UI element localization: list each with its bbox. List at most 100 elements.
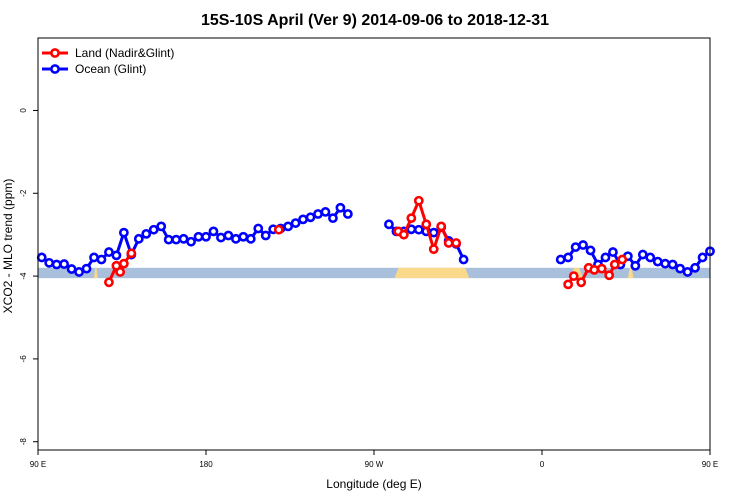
data-point [398, 229, 409, 240]
plot-frame [37, 37, 711, 451]
data-point [563, 279, 574, 290]
data-point [328, 213, 338, 224]
y-tick-label: -8 [19, 438, 28, 446]
data-point [384, 219, 394, 230]
data-point [585, 245, 596, 256]
y-tick-label: -4 [19, 272, 28, 280]
y-tick-label: -2 [19, 189, 28, 197]
ocean-band [38, 267, 710, 279]
data-point [600, 252, 611, 263]
x-tick-label: 90 E [30, 460, 46, 469]
y-axis-label: XCO2 - MLO trend (ppm) [1, 179, 15, 314]
data-point [89, 252, 99, 263]
x-axis-label: Longitude (deg E) [326, 477, 421, 491]
data-point [230, 233, 241, 244]
data-point [156, 221, 167, 232]
legend-label: Ocean (Glint) [75, 62, 146, 76]
data-point [609, 259, 620, 270]
data-point [133, 233, 144, 244]
data-point [413, 224, 424, 235]
data-point [118, 258, 129, 269]
y-tick-label: -6 [19, 355, 28, 363]
data-point [436, 221, 447, 232]
data-point [104, 277, 114, 288]
data-point [171, 234, 182, 245]
data-point [660, 258, 671, 269]
data-point [451, 238, 462, 248]
legend-item: Land (Nadir&Glint) [42, 46, 174, 60]
data-point [604, 270, 615, 281]
y-axis-ticks: 0 -2 -4 -6 -8 [19, 108, 38, 446]
data-point [126, 248, 137, 259]
data-point [675, 263, 686, 274]
data-point [563, 252, 574, 263]
x-tick-label: 90 E [702, 460, 718, 469]
data-point [305, 212, 316, 223]
data-point [413, 195, 424, 206]
data-point [630, 260, 641, 271]
land-series [104, 195, 628, 290]
data-point [596, 263, 607, 274]
data-point [104, 247, 114, 257]
data-point [568, 271, 579, 281]
legend-marker [50, 48, 60, 58]
y-tick-label: 0 [19, 108, 28, 113]
data-point [576, 277, 587, 288]
data-point [141, 228, 152, 239]
data-point [81, 263, 92, 274]
legend: Land (Nadir&Glint) Ocean (Glint) [42, 46, 174, 76]
legend-marker [50, 64, 60, 74]
data-point [617, 254, 628, 265]
data-point [428, 244, 439, 255]
data-point [148, 224, 159, 235]
data-point [59, 259, 70, 269]
data-point [118, 227, 129, 238]
data-point [443, 238, 454, 248]
data-point [290, 218, 301, 228]
x-axis-ticks: 90 E 180 90 W 0 90 E [30, 450, 718, 469]
data-point [570, 242, 581, 253]
legend-label: Land (Nadir&Glint) [75, 46, 174, 60]
data-point [428, 227, 439, 238]
data-point [682, 267, 693, 277]
chart-title: 15S-10S April (Ver 9) 2014-09-06 to 2018… [201, 12, 549, 29]
data-point [283, 221, 294, 232]
data-point [298, 214, 308, 225]
data-point [223, 230, 234, 241]
data-point [253, 223, 264, 234]
data-point [697, 252, 708, 263]
data-point [578, 240, 588, 250]
data-point [74, 267, 84, 277]
data-point [186, 236, 196, 247]
data-point [111, 250, 122, 261]
data-point [320, 207, 331, 217]
data-point [555, 254, 566, 265]
data-point [193, 231, 204, 242]
data-point [51, 259, 62, 270]
data-point [313, 209, 323, 219]
data-point [66, 264, 77, 274]
data-point [667, 259, 678, 270]
data-point [458, 254, 469, 265]
legend-item: Ocean (Glint) [42, 62, 146, 76]
data-point [342, 209, 353, 219]
data-point [245, 233, 256, 244]
series-group [36, 195, 715, 290]
data-point [406, 213, 417, 224]
land-band [394, 267, 470, 279]
data-point [589, 264, 600, 275]
data-point [44, 257, 55, 268]
land-band [94, 267, 98, 279]
data-point [652, 256, 663, 267]
x-tick-label: 90 W [365, 460, 384, 469]
data-point [216, 232, 226, 243]
data-point [335, 202, 346, 213]
data-point [115, 267, 126, 277]
data-point [421, 219, 432, 230]
data-point [608, 247, 618, 257]
data-point [208, 226, 219, 237]
land-band [627, 267, 634, 279]
data-point [96, 254, 107, 265]
data-point [201, 231, 211, 242]
